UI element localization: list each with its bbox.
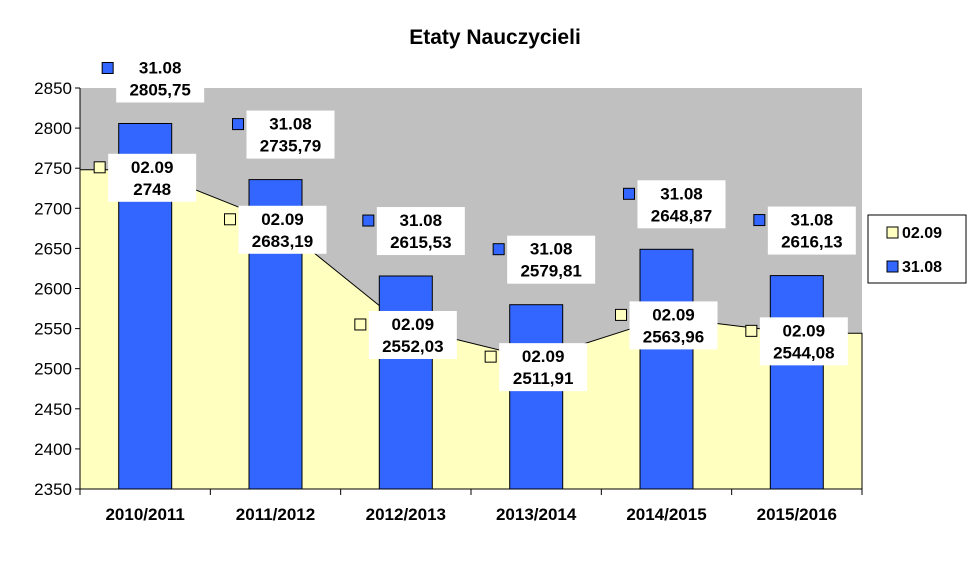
data-label-02-09: 02.09 2563,96 [615,301,718,350]
label-series-name: 31.08 [400,211,443,230]
label-box [637,180,726,229]
label-value: 2735,79 [260,137,321,156]
y-tick-label: 2750 [34,159,72,178]
label-box [376,207,465,256]
bar-31-08 [509,304,564,490]
label-legend-key [93,161,106,174]
data-label-02-09: 02.09 2683,19 [224,205,327,254]
label-box [246,110,335,159]
label-series-name: 02.09 [652,305,695,324]
label-value: 2748 [133,180,171,199]
data-label-02-09: 02.09 2544,08 [745,317,848,366]
label-box [368,310,457,359]
label-legend-key [623,187,635,200]
label-legend-key [362,214,375,227]
legend-label: 02.09 [902,225,942,242]
label-value: 2563,96 [643,327,704,346]
label-series-name: 31.08 [530,240,573,259]
legend-swatch [886,260,899,273]
x-category-label: 2015/2016 [757,505,837,524]
label-series-name: 02.09 [131,158,174,177]
legend-swatch [886,226,899,239]
data-label-31-08: 31.08 2648,87 [623,180,726,229]
label-layer: 02.09 2748 02.09 2683,19 02.09 2552,03 02.09 25… [93,54,856,392]
y-tick-label: 2550 [34,320,72,339]
label-series-name: 31.08 [139,58,182,77]
x-category-label: 2012/2013 [366,505,446,524]
bar-31-08 [378,275,433,490]
label-series-name: 02.09 [783,321,826,340]
data-label-02-09: 02.09 2552,03 [354,310,457,359]
label-series-name: 31.08 [660,184,703,203]
label-legend-key [484,350,497,363]
data-label-31-08: 31.08 2579,81 [492,235,596,284]
y-tick-label: 2800 [34,119,72,138]
y-tick-label: 2400 [34,440,72,459]
y-tick-label: 2850 [34,79,72,98]
label-series-name: 02.09 [392,315,435,334]
label-box [629,301,718,350]
label-legend-key [753,214,766,227]
x-category-label: 2013/2014 [496,505,577,524]
legend-label: 31.08 [902,259,942,276]
label-value: 2544,08 [773,343,834,362]
label-box [507,235,596,284]
label-legend-key [101,61,114,74]
legend: 02.09 31.08 [867,214,967,284]
axis-layer: 2350 2400 2450 2500 2550 2600 2650 2700 2750 2800… [34,79,863,524]
y-tick-label: 2700 [34,199,72,218]
y-tick-label: 2650 [34,239,72,258]
bar-31-08 [769,275,824,490]
label-legend-key [615,308,627,321]
label-legend-key [492,243,505,256]
label-series-name: 31.08 [269,115,312,134]
y-tick-label: 2600 [34,280,72,299]
x-category-label: 2011/2012 [236,505,315,524]
label-value: 2552,03 [382,337,443,356]
label-value: 2648,87 [651,206,712,225]
label-legend-key [224,213,236,226]
label-legend-key [354,318,367,331]
label-box [767,206,856,255]
label-box [759,317,848,366]
label-value: 2579,81 [520,262,581,281]
data-label-31-08: 31.08 2616,13 [753,206,856,255]
label-box [116,54,205,103]
data-label-31-08: 31.08 2805,75 [101,54,205,103]
bar-31-08 [639,248,694,490]
label-legend-key [745,324,758,337]
label-value: 2511,91 [513,369,574,388]
data-label-31-08: 31.08 2735,79 [232,110,335,159]
label-value: 2616,13 [781,233,842,252]
y-tick-label: 2500 [34,360,72,379]
label-series-name: 02.09 [522,347,565,366]
data-label-31-08: 31.08 2615,53 [362,207,465,256]
y-tick-label: 2350 [34,480,72,499]
label-legend-key [232,118,244,131]
chart-title: Etaty Nauczycieli [409,26,581,49]
x-category-label: 2010/2011 [105,505,184,524]
label-value: 2805,75 [129,80,190,99]
label-value: 2683,19 [252,232,313,251]
label-value: 2615,53 [390,233,451,252]
label-series-name: 31.08 [791,211,834,230]
label-box [499,343,588,392]
data-label-02-09: 02.09 2748 [93,153,197,202]
label-box [238,205,327,254]
x-category-label: 2014/2015 [626,505,706,524]
label-series-name: 02.09 [261,210,304,229]
legend-box [867,214,967,284]
data-label-02-09: 02.09 2511,91 [484,343,588,392]
y-tick-label: 2450 [34,400,72,419]
label-box [108,153,197,202]
